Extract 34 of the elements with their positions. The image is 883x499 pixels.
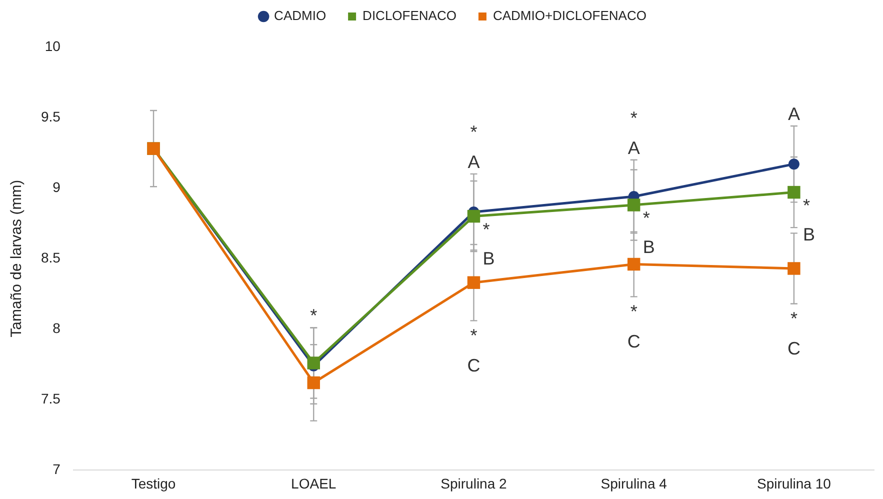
legend-label: CADMIO xyxy=(274,8,326,24)
annotation: * xyxy=(310,306,318,326)
annotation: * A xyxy=(628,108,640,158)
y-tick-label: 8 xyxy=(52,320,61,336)
y-tick-label: 9 xyxy=(52,178,61,195)
annotation: * C xyxy=(787,308,800,359)
x-tick-label: Testigo xyxy=(131,475,176,492)
x-tick-label: Spirulina 10 xyxy=(756,475,832,492)
annotation: * B xyxy=(642,208,655,257)
y-tick-label: 10 xyxy=(44,38,61,54)
y-tick-label: 7.5 xyxy=(40,390,61,407)
x-tick-label: LOAEL xyxy=(291,475,336,492)
x-tick-label: Spirulina 2 xyxy=(440,475,508,492)
point xyxy=(788,262,800,275)
x-tick-label: Spirulina 4 xyxy=(600,475,668,492)
legend-label: CADMIO+DICLOFENACO xyxy=(492,8,646,24)
y-tick-label: 9.5 xyxy=(40,108,61,124)
y-tick-label: 7 xyxy=(52,461,61,478)
annotation: A xyxy=(788,104,800,124)
point xyxy=(788,186,800,199)
y-axis-title: Tamaño de larvas (mm) xyxy=(8,180,26,338)
annotation: * A xyxy=(468,122,480,172)
point xyxy=(788,158,800,170)
y-tick-label: 8.5 xyxy=(40,249,61,266)
annotation: * C xyxy=(467,326,480,376)
legend-label: DICLOFENACO xyxy=(362,8,456,24)
point xyxy=(627,258,640,271)
point xyxy=(467,210,480,223)
point xyxy=(467,276,480,289)
point xyxy=(307,376,320,390)
annotation: * C xyxy=(627,302,640,352)
annotation: * B xyxy=(802,195,815,244)
point xyxy=(627,198,640,212)
annotation: * B xyxy=(482,219,495,268)
